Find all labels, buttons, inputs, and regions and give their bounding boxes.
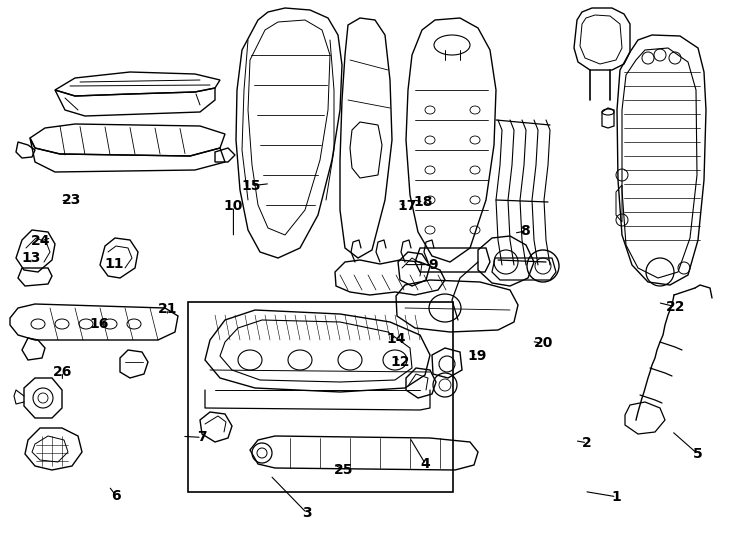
- Text: 2: 2: [582, 436, 592, 450]
- Text: 17: 17: [397, 199, 416, 213]
- Text: 9: 9: [428, 258, 438, 272]
- Text: 3: 3: [302, 506, 312, 520]
- Text: 6: 6: [111, 489, 121, 503]
- Bar: [188, 302, 453, 492]
- Text: 24: 24: [32, 234, 51, 248]
- Text: 4: 4: [421, 457, 431, 471]
- Text: 7: 7: [197, 430, 207, 444]
- Text: 20: 20: [534, 336, 553, 350]
- Text: 16: 16: [90, 317, 109, 331]
- Text: 22: 22: [666, 300, 685, 314]
- Text: 12: 12: [390, 355, 410, 369]
- Text: 14: 14: [387, 332, 406, 346]
- Text: 26: 26: [53, 364, 72, 379]
- Text: 19: 19: [468, 349, 487, 363]
- Text: 5: 5: [692, 447, 702, 461]
- Text: 18: 18: [414, 195, 433, 209]
- Text: 11: 11: [104, 256, 123, 271]
- Text: 8: 8: [520, 224, 530, 238]
- Text: 13: 13: [21, 251, 40, 265]
- Text: 23: 23: [62, 193, 81, 207]
- Text: 21: 21: [158, 302, 177, 316]
- Text: 15: 15: [241, 179, 261, 193]
- Text: 1: 1: [611, 490, 622, 504]
- Text: 10: 10: [224, 199, 243, 213]
- Text: 25: 25: [334, 463, 353, 477]
